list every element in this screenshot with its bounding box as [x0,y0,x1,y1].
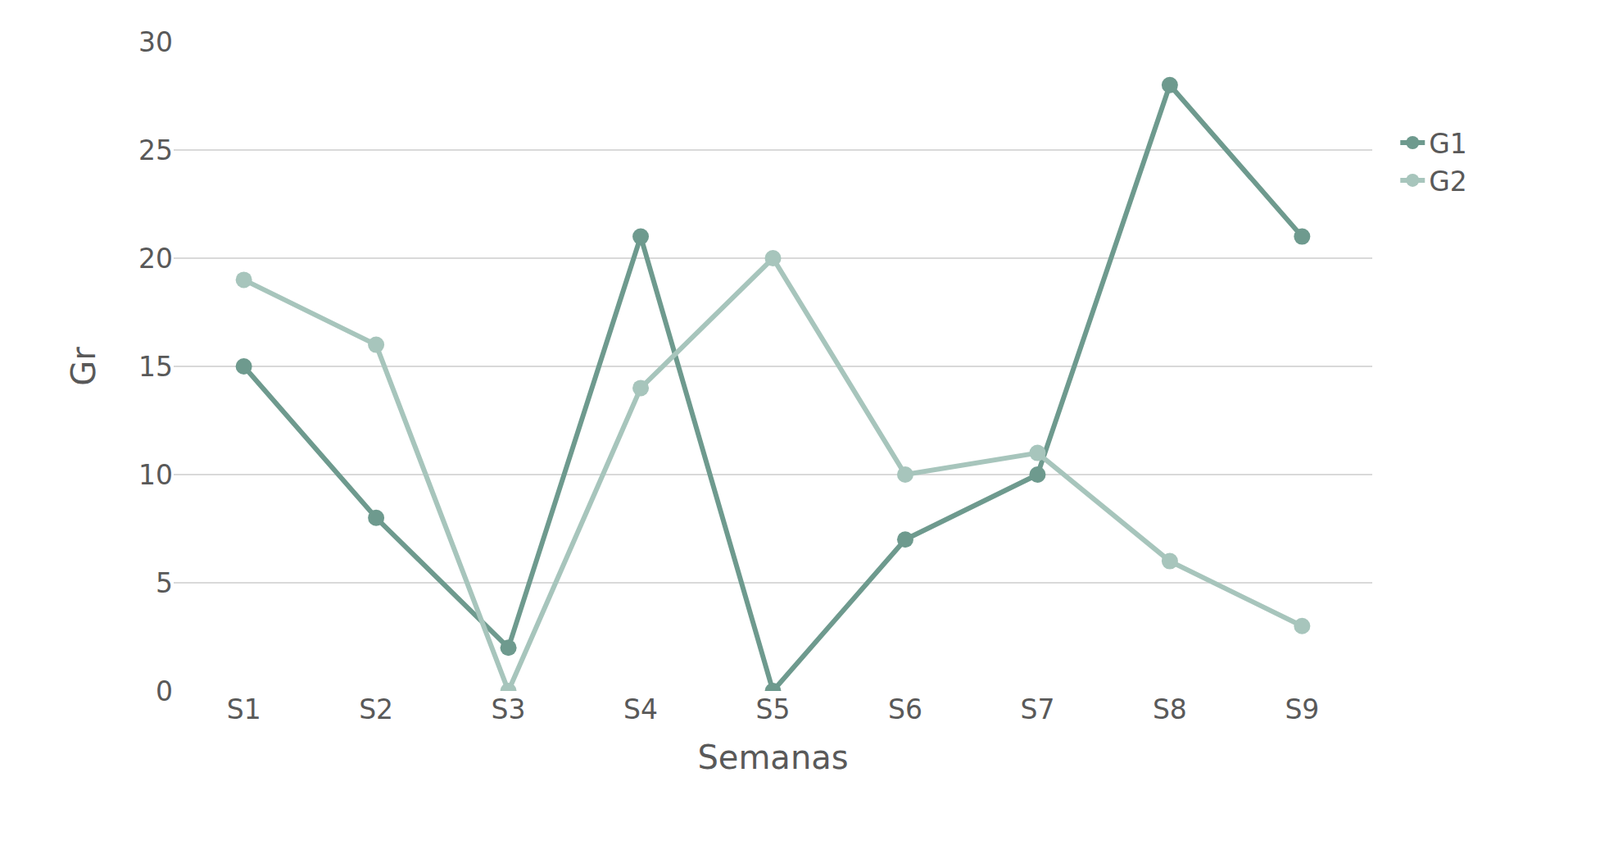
svg-text:0: 0 [155,675,173,708]
svg-text:S9: S9 [1284,693,1319,726]
svg-text:Semanas: Semanas [697,738,848,776]
svg-text:10: 10 [138,458,173,491]
svg-text:G2: G2 [1428,165,1468,198]
svg-text:S6: S6 [888,693,923,726]
svg-text:15: 15 [138,350,173,383]
svg-text:S7: S7 [1019,693,1055,726]
svg-text:S8: S8 [1152,693,1188,726]
svg-text:5: 5 [155,566,173,599]
svg-text:S3: S3 [491,693,526,726]
svg-text:20: 20 [138,242,173,275]
svg-text:25: 25 [138,134,173,167]
svg-text:S1: S1 [226,693,262,726]
svg-text:S5: S5 [756,693,791,726]
svg-text:Gr: Gr [64,346,103,386]
svg-text:G1: G1 [1428,127,1468,160]
svg-text:30: 30 [138,26,173,59]
svg-text:S4: S4 [623,693,658,726]
svg-text:S2: S2 [358,693,394,726]
